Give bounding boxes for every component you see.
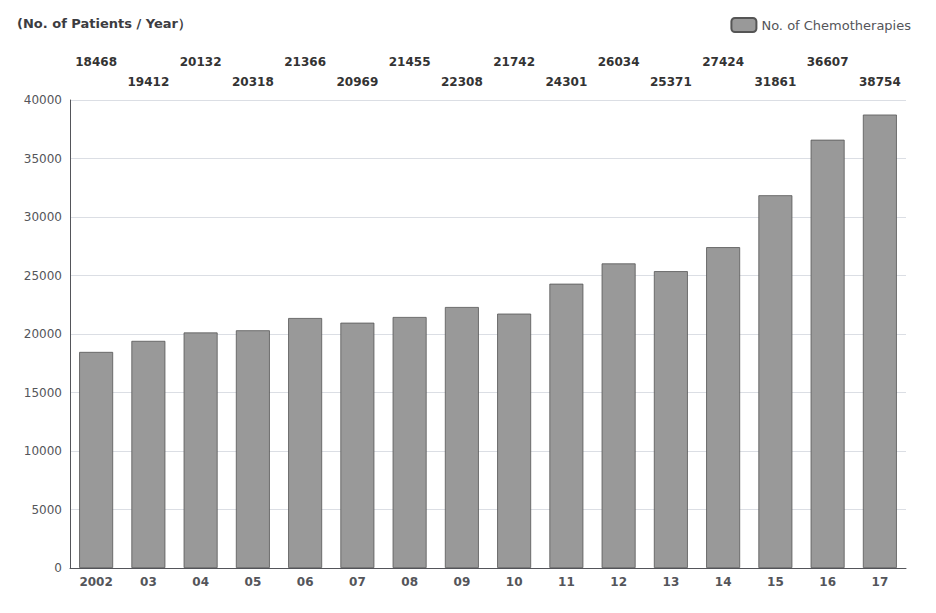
svg-text:11: 11	[558, 575, 575, 589]
svg-text:22308: 22308	[441, 75, 483, 89]
svg-text:21366: 21366	[284, 55, 326, 69]
svg-text:25371: 25371	[650, 75, 692, 89]
svg-text:06: 06	[297, 575, 314, 589]
svg-text:10000: 10000	[24, 444, 62, 458]
svg-text:20000: 20000	[24, 327, 62, 341]
svg-text:15000: 15000	[24, 386, 62, 400]
svg-text:2002: 2002	[79, 575, 112, 589]
svg-text:0: 0	[54, 561, 62, 575]
svg-text:35000: 35000	[24, 152, 62, 166]
svg-text:09: 09	[454, 575, 471, 589]
svg-text:20969: 20969	[337, 75, 379, 89]
svg-text:36607: 36607	[807, 55, 849, 69]
svg-text:No. of Chemotherapies: No. of Chemotherapies	[761, 18, 911, 33]
svg-text:07: 07	[349, 575, 366, 589]
svg-text:31861: 31861	[755, 75, 797, 89]
svg-text:20318: 20318	[232, 75, 274, 89]
svg-text:27424: 27424	[702, 55, 744, 69]
svg-text:17: 17	[872, 575, 889, 589]
svg-text:21455: 21455	[389, 55, 431, 69]
svg-text:24301: 24301	[546, 75, 588, 89]
svg-text:05: 05	[245, 575, 262, 589]
svg-text:19412: 19412	[128, 75, 170, 89]
svg-text:08: 08	[401, 575, 418, 589]
svg-text:26034: 26034	[598, 55, 640, 69]
svg-text:20132: 20132	[180, 55, 222, 69]
svg-text:13: 13	[663, 575, 680, 589]
svg-text:5000: 5000	[31, 503, 62, 517]
svg-text:40000: 40000	[24, 93, 62, 107]
svg-text:38754: 38754	[859, 75, 901, 89]
svg-text:10: 10	[506, 575, 523, 589]
svg-text:21742: 21742	[493, 55, 535, 69]
svg-text:04: 04	[192, 575, 209, 589]
svg-text:30000: 30000	[24, 210, 62, 224]
svg-text:(No. of Patients / Year）: (No. of Patients / Year）	[17, 16, 191, 31]
svg-text:03: 03	[140, 575, 157, 589]
svg-text:16: 16	[819, 575, 836, 589]
svg-text:15: 15	[767, 575, 784, 589]
svg-text:12: 12	[610, 575, 627, 589]
svg-text:25000: 25000	[24, 269, 62, 283]
svg-text:18468: 18468	[75, 55, 117, 69]
svg-text:14: 14	[715, 575, 732, 589]
